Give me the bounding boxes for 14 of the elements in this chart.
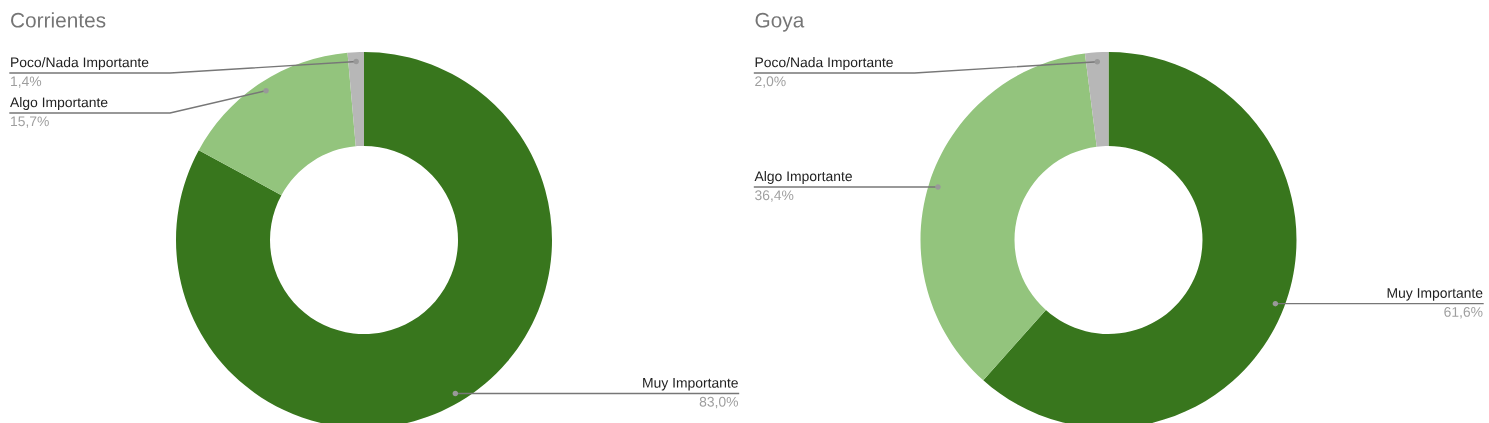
slice-label: Algo Importante	[754, 171, 852, 184]
data-label: 2,0%	[755, 76, 786, 88]
data-label: 36,4%	[755, 190, 794, 202]
slice-label: Poco/Nada Importante	[755, 57, 893, 70]
slice-label: Poco/Nada Importante	[11, 57, 149, 70]
chart-title: Goya	[755, 12, 805, 32]
slice-label: Muy Importante	[1387, 288, 1483, 301]
data-label: 15,7%	[11, 116, 49, 128]
slice-label: Algo Importante	[10, 97, 108, 110]
data-label: 61,6%	[1444, 307, 1483, 319]
slice-label: Muy Importante	[643, 378, 738, 391]
chart-title: Corrientes	[11, 12, 106, 28]
data-label: 83,0%	[699, 396, 739, 409]
data-label: 1,4%	[11, 76, 42, 88]
